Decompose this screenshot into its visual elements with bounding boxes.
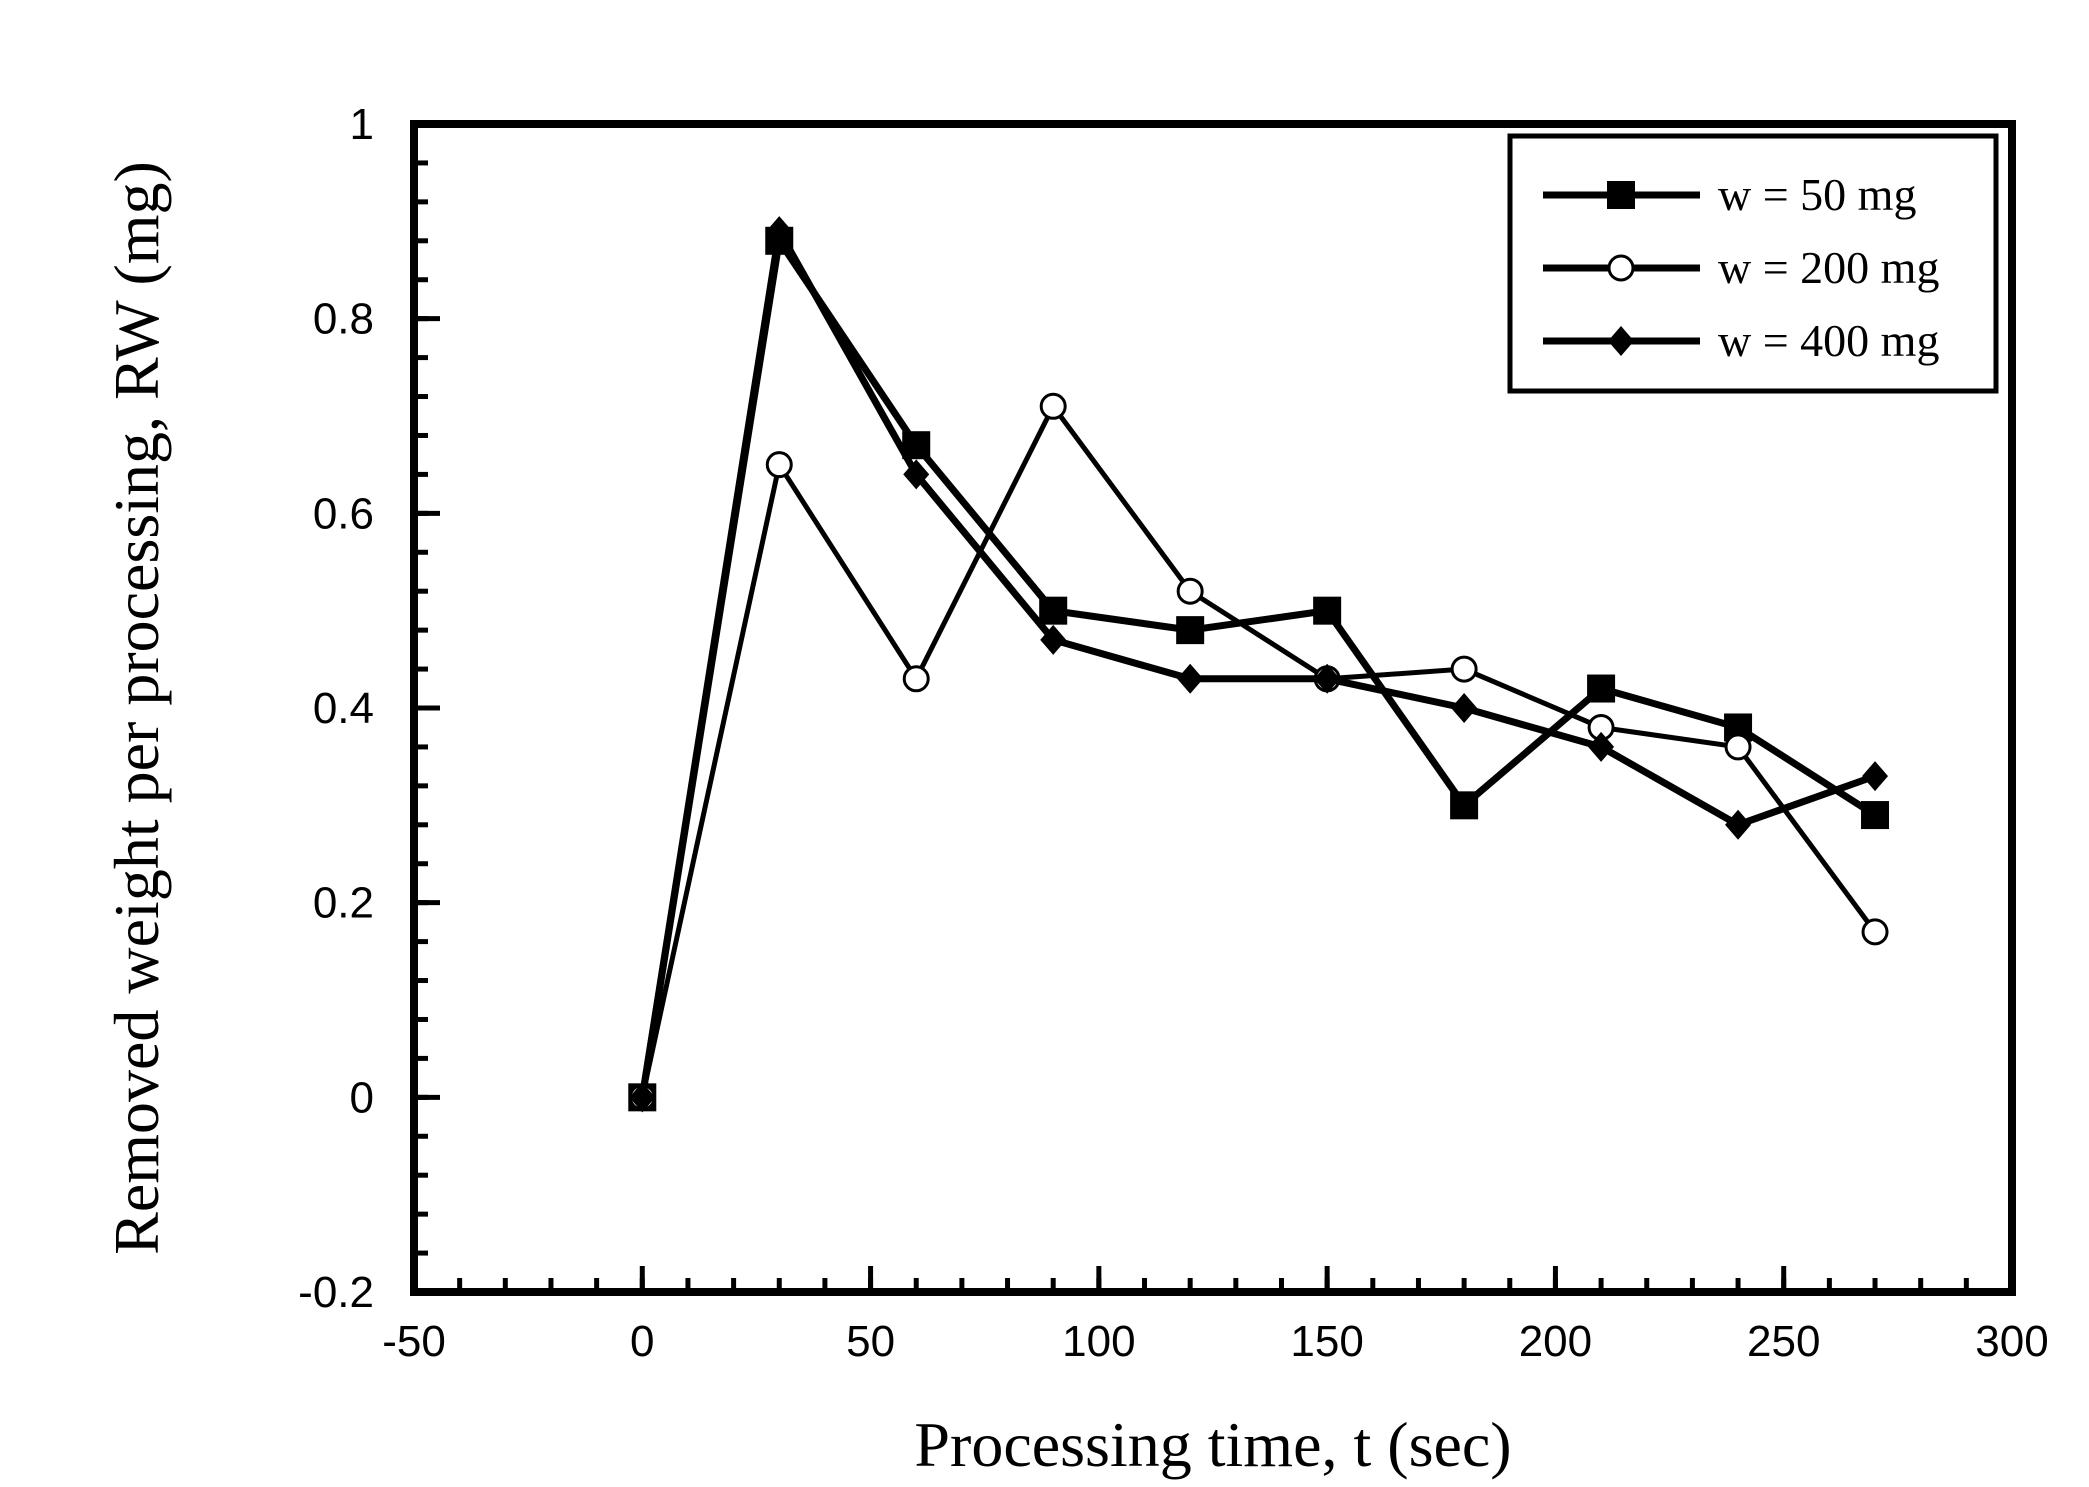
data-point — [1176, 616, 1205, 645]
data-point — [1040, 624, 1067, 655]
x-tick-label: 50 — [846, 1317, 895, 1366]
legend-item: w = 400 mg — [1543, 315, 1939, 366]
series-line — [639, 401, 1878, 1098]
data-point — [765, 451, 793, 479]
x-tick-label: 150 — [1290, 1317, 1363, 1366]
data-point — [1450, 655, 1478, 683]
x-tick-label: 300 — [1975, 1317, 2048, 1366]
x-tick-label: -50 — [382, 1317, 446, 1366]
y-tick-label: 0.2 — [313, 879, 374, 928]
data-point — [1039, 392, 1067, 420]
data-point — [1724, 733, 1752, 761]
data-point — [1587, 674, 1616, 703]
series-3 — [629, 216, 1889, 1113]
data-point — [1862, 761, 1889, 792]
y-axis-title: Removed weight per processing, RW (mg) — [101, 161, 172, 1255]
x-tick-label: 100 — [1062, 1317, 1135, 1366]
y-tick-label: 0.4 — [313, 684, 374, 733]
data-point — [1451, 693, 1478, 723]
x-tick-labels: -50 0 50 100 150 200 250 300 — [382, 1317, 2049, 1366]
x-tick-label: 200 — [1519, 1317, 1592, 1366]
data-point — [1861, 918, 1889, 946]
y-tick-label: 0.8 — [313, 295, 374, 344]
legend-marker — [1608, 326, 1634, 356]
legend-items: w = 50 mg w = 200 mg w = 400 mg — [1543, 169, 1939, 366]
legend-label: w = 400 mg — [1718, 315, 1939, 366]
x-axis-title: Processing time, t (sec) — [914, 1409, 1511, 1480]
legend-label: w = 50 mg — [1718, 169, 1916, 220]
y-tick-label: -0.2 — [298, 1268, 374, 1317]
legend-item: w = 200 mg — [1543, 242, 1939, 293]
x-tick-label: 0 — [630, 1317, 654, 1366]
data-point — [1450, 791, 1479, 820]
data-point — [1176, 577, 1204, 605]
series-2 — [628, 392, 1889, 1111]
data-point — [1039, 596, 1068, 625]
legend-box — [1507, 133, 1999, 394]
series-layer — [628, 216, 1890, 1113]
legend-label: w = 200 mg — [1718, 242, 1939, 293]
x-tick-label: 250 — [1747, 1317, 1820, 1366]
series-line — [638, 220, 1877, 1098]
y-tick-label: 1 — [350, 100, 374, 149]
data-point — [903, 459, 930, 490]
data-point — [1177, 663, 1204, 694]
data-point — [1313, 596, 1342, 625]
data-point — [629, 1082, 656, 1113]
data-point — [902, 665, 930, 693]
data-point — [766, 216, 793, 247]
data-point — [1725, 809, 1752, 840]
legend-marker — [1607, 254, 1635, 282]
series-line — [638, 231, 1877, 1098]
major-ticks — [411, 121, 2015, 1295]
y-tick-label: 0.6 — [313, 489, 374, 538]
legend-item: w = 50 mg — [1543, 169, 1916, 220]
y-tick-label: 0 — [350, 1073, 374, 1122]
legend: w = 50 mg w = 200 mg w = 400 mg — [1507, 133, 1999, 394]
data-point — [1314, 663, 1341, 694]
legend-marker — [1607, 181, 1635, 209]
data-point — [1861, 801, 1890, 830]
y-tick-labels: -0.2 0 0.2 0.4 0.6 0.8 1 — [298, 100, 374, 1317]
data-point — [1588, 731, 1615, 762]
